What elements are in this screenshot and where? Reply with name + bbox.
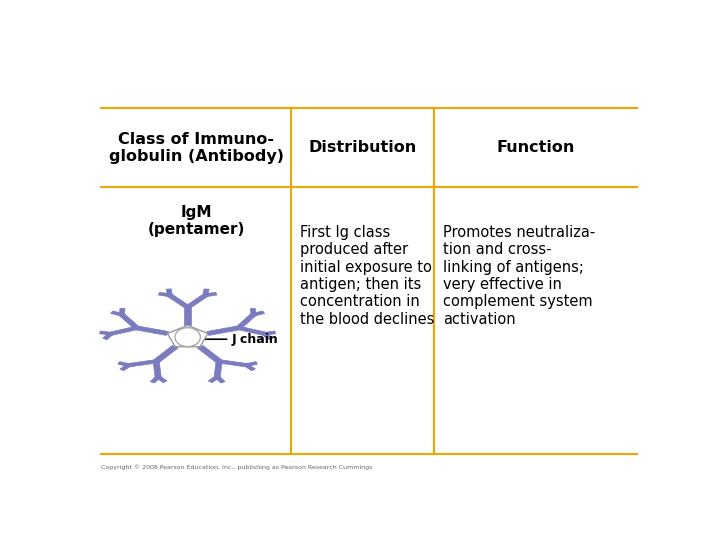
Polygon shape bbox=[203, 289, 208, 295]
Polygon shape bbox=[244, 364, 256, 371]
Polygon shape bbox=[208, 376, 219, 383]
Polygon shape bbox=[153, 376, 161, 382]
Polygon shape bbox=[128, 360, 157, 367]
Text: Distribution: Distribution bbox=[309, 140, 417, 156]
Polygon shape bbox=[118, 362, 130, 367]
Polygon shape bbox=[184, 307, 192, 325]
Polygon shape bbox=[205, 292, 217, 296]
Polygon shape bbox=[251, 308, 256, 315]
Polygon shape bbox=[253, 312, 264, 316]
Polygon shape bbox=[103, 333, 113, 340]
Polygon shape bbox=[238, 326, 266, 335]
Polygon shape bbox=[153, 361, 161, 377]
Text: First Ig class
produced after
initial exposure to
antigen; then its
concentratio: First Ig class produced after initial ex… bbox=[300, 225, 434, 327]
Polygon shape bbox=[210, 376, 219, 382]
Polygon shape bbox=[236, 314, 256, 329]
Polygon shape bbox=[135, 326, 168, 335]
Polygon shape bbox=[205, 294, 217, 296]
Polygon shape bbox=[207, 326, 240, 335]
Polygon shape bbox=[218, 360, 247, 367]
Polygon shape bbox=[214, 361, 222, 377]
Polygon shape bbox=[215, 376, 225, 383]
Polygon shape bbox=[112, 312, 123, 316]
Polygon shape bbox=[122, 364, 131, 370]
Polygon shape bbox=[264, 332, 275, 335]
Polygon shape bbox=[244, 364, 253, 370]
Polygon shape bbox=[158, 292, 171, 296]
Polygon shape bbox=[246, 363, 256, 367]
Polygon shape bbox=[197, 346, 222, 362]
Polygon shape bbox=[167, 294, 190, 308]
Polygon shape bbox=[262, 333, 271, 339]
Polygon shape bbox=[100, 332, 112, 335]
Polygon shape bbox=[120, 364, 131, 371]
Polygon shape bbox=[246, 362, 258, 367]
Text: Class of Immuno-
globulin (Antibody): Class of Immuno- globulin (Antibody) bbox=[109, 132, 284, 164]
Circle shape bbox=[175, 328, 200, 347]
Polygon shape bbox=[168, 325, 208, 347]
Polygon shape bbox=[119, 363, 130, 367]
Polygon shape bbox=[156, 376, 167, 383]
Text: Promotes neutraliza-
tion and cross-
linking of antigens;
very effective in
comp: Promotes neutraliza- tion and cross- lin… bbox=[443, 225, 595, 327]
Polygon shape bbox=[156, 376, 165, 382]
Polygon shape bbox=[111, 311, 123, 316]
Polygon shape bbox=[262, 333, 273, 340]
Polygon shape bbox=[159, 294, 171, 296]
Polygon shape bbox=[185, 294, 208, 308]
Polygon shape bbox=[120, 308, 125, 315]
Polygon shape bbox=[215, 376, 223, 382]
Text: Copyright © 2008 Pearson Education, Inc., publishing as Pearson Research Cumming: Copyright © 2008 Pearson Education, Inc.… bbox=[101, 464, 372, 470]
Polygon shape bbox=[166, 289, 172, 295]
Polygon shape bbox=[109, 326, 138, 335]
Text: IgM
(pentamer): IgM (pentamer) bbox=[148, 205, 245, 237]
Polygon shape bbox=[120, 314, 139, 329]
Polygon shape bbox=[167, 289, 172, 295]
Polygon shape bbox=[99, 331, 112, 335]
Polygon shape bbox=[104, 333, 113, 339]
Polygon shape bbox=[153, 346, 178, 362]
Text: Function: Function bbox=[496, 140, 575, 156]
Polygon shape bbox=[253, 311, 265, 316]
Polygon shape bbox=[264, 331, 276, 335]
Text: J chain: J chain bbox=[231, 333, 278, 346]
Polygon shape bbox=[150, 376, 161, 383]
Polygon shape bbox=[251, 308, 256, 315]
Polygon shape bbox=[203, 289, 209, 295]
Polygon shape bbox=[120, 308, 125, 315]
